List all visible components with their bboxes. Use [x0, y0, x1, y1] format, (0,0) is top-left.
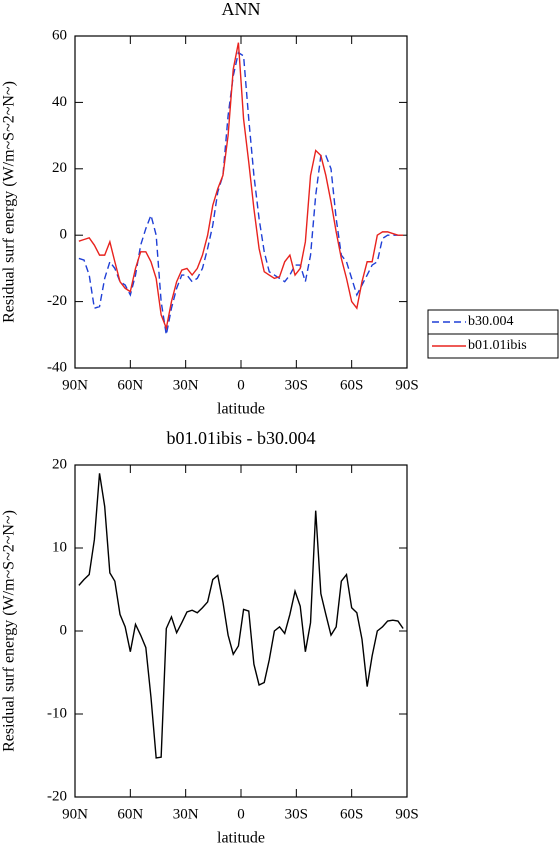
x-tick-label: 60N: [117, 806, 143, 822]
x-tick-label: 0: [237, 377, 245, 393]
y-axis-label: Residual surf energy (W/m~S~2~N~): [1, 510, 18, 752]
x-tick-label: 90N: [62, 806, 88, 822]
y-tick-label: 20: [52, 160, 67, 176]
x-tick-label: 60S: [340, 377, 363, 393]
y-tick-label: 0: [60, 622, 68, 638]
legend-label: b30.004: [468, 314, 514, 329]
plot-frame: [74, 35, 408, 369]
x-tick-label: 0: [237, 806, 245, 822]
x-tick-label: 30S: [285, 377, 308, 393]
x-tick-label: 90S: [395, 806, 418, 822]
y-axis-label: Residual surf energy (W/m~S~2~N~): [1, 81, 18, 323]
chart-title: b01.01ibis - b30.004: [166, 428, 315, 448]
y-tick-label: -20: [47, 788, 67, 804]
y-tick-label: -40: [47, 359, 67, 375]
plot-frame: [74, 464, 408, 798]
y-tick-label: 0: [60, 227, 68, 243]
y-tick-label: 10: [52, 539, 67, 555]
chart-title: ANN: [222, 0, 261, 19]
legend-label: b01.01ibis: [468, 338, 527, 353]
x-axis-label: latitude: [217, 401, 265, 418]
y-tick-label: 20: [52, 456, 67, 472]
x-tick-label: 60S: [340, 806, 363, 822]
y-tick-label: -10: [47, 705, 67, 721]
y-tick-label: 40: [52, 94, 67, 110]
x-tick-label: 90S: [395, 377, 418, 393]
x-tick-label: 30N: [173, 377, 199, 393]
data-line: [78, 42, 404, 331]
y-tick-label: 60: [52, 27, 67, 43]
x-tick-label: 60N: [117, 377, 143, 393]
data-line: [78, 51, 404, 335]
data-line: [78, 473, 404, 759]
y-tick-label: -20: [47, 293, 67, 309]
x-tick-label: 30N: [173, 806, 199, 822]
x-tick-label: 30S: [285, 806, 308, 822]
x-axis-label: latitude: [217, 830, 265, 847]
x-tick-label: 90N: [62, 377, 88, 393]
